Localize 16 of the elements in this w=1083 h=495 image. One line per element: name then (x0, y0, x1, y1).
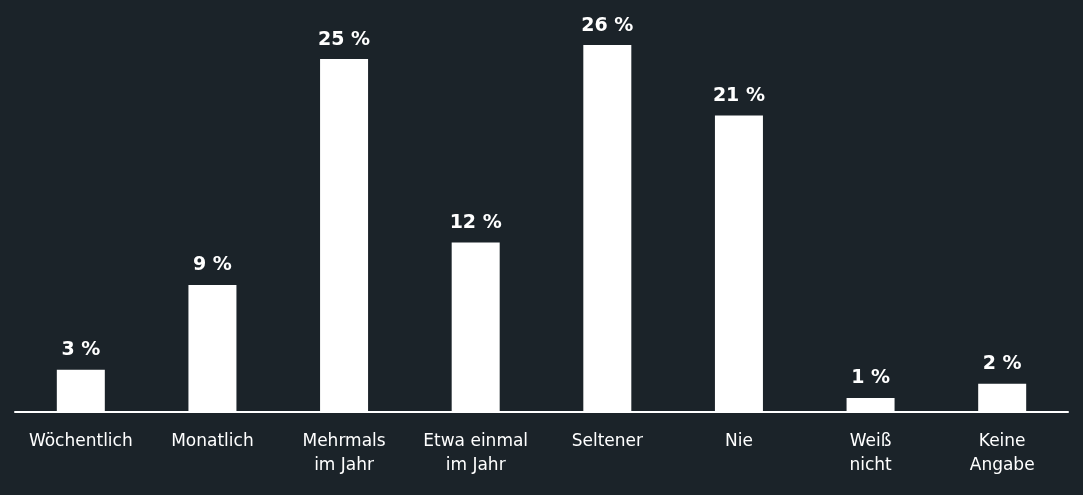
data-label: 1 % (851, 365, 890, 388)
x-tick-label: Wöchentlich (28, 430, 133, 450)
x-tick-label: Keine Angabe (969, 430, 1035, 474)
data-label: 25 % (318, 26, 371, 49)
data-label: 26 % (581, 12, 634, 35)
x-tick-label: Weiß nicht (849, 430, 893, 474)
x-tick-label: Mehrmals im Jahr (302, 430, 386, 474)
data-label: 2 % (982, 351, 1022, 374)
x-tick-label: Nie (724, 430, 753, 450)
data-label: 9 % (193, 252, 232, 275)
data-label: 21 % (712, 83, 765, 106)
x-tick-label: Monatlich (171, 430, 254, 450)
data-label: 12 % (449, 210, 502, 233)
x-tick-label: Seltener (571, 430, 643, 450)
x-tick-label: Etwa einmal im Jahr (423, 430, 529, 474)
data-label: 3 % (61, 337, 101, 360)
